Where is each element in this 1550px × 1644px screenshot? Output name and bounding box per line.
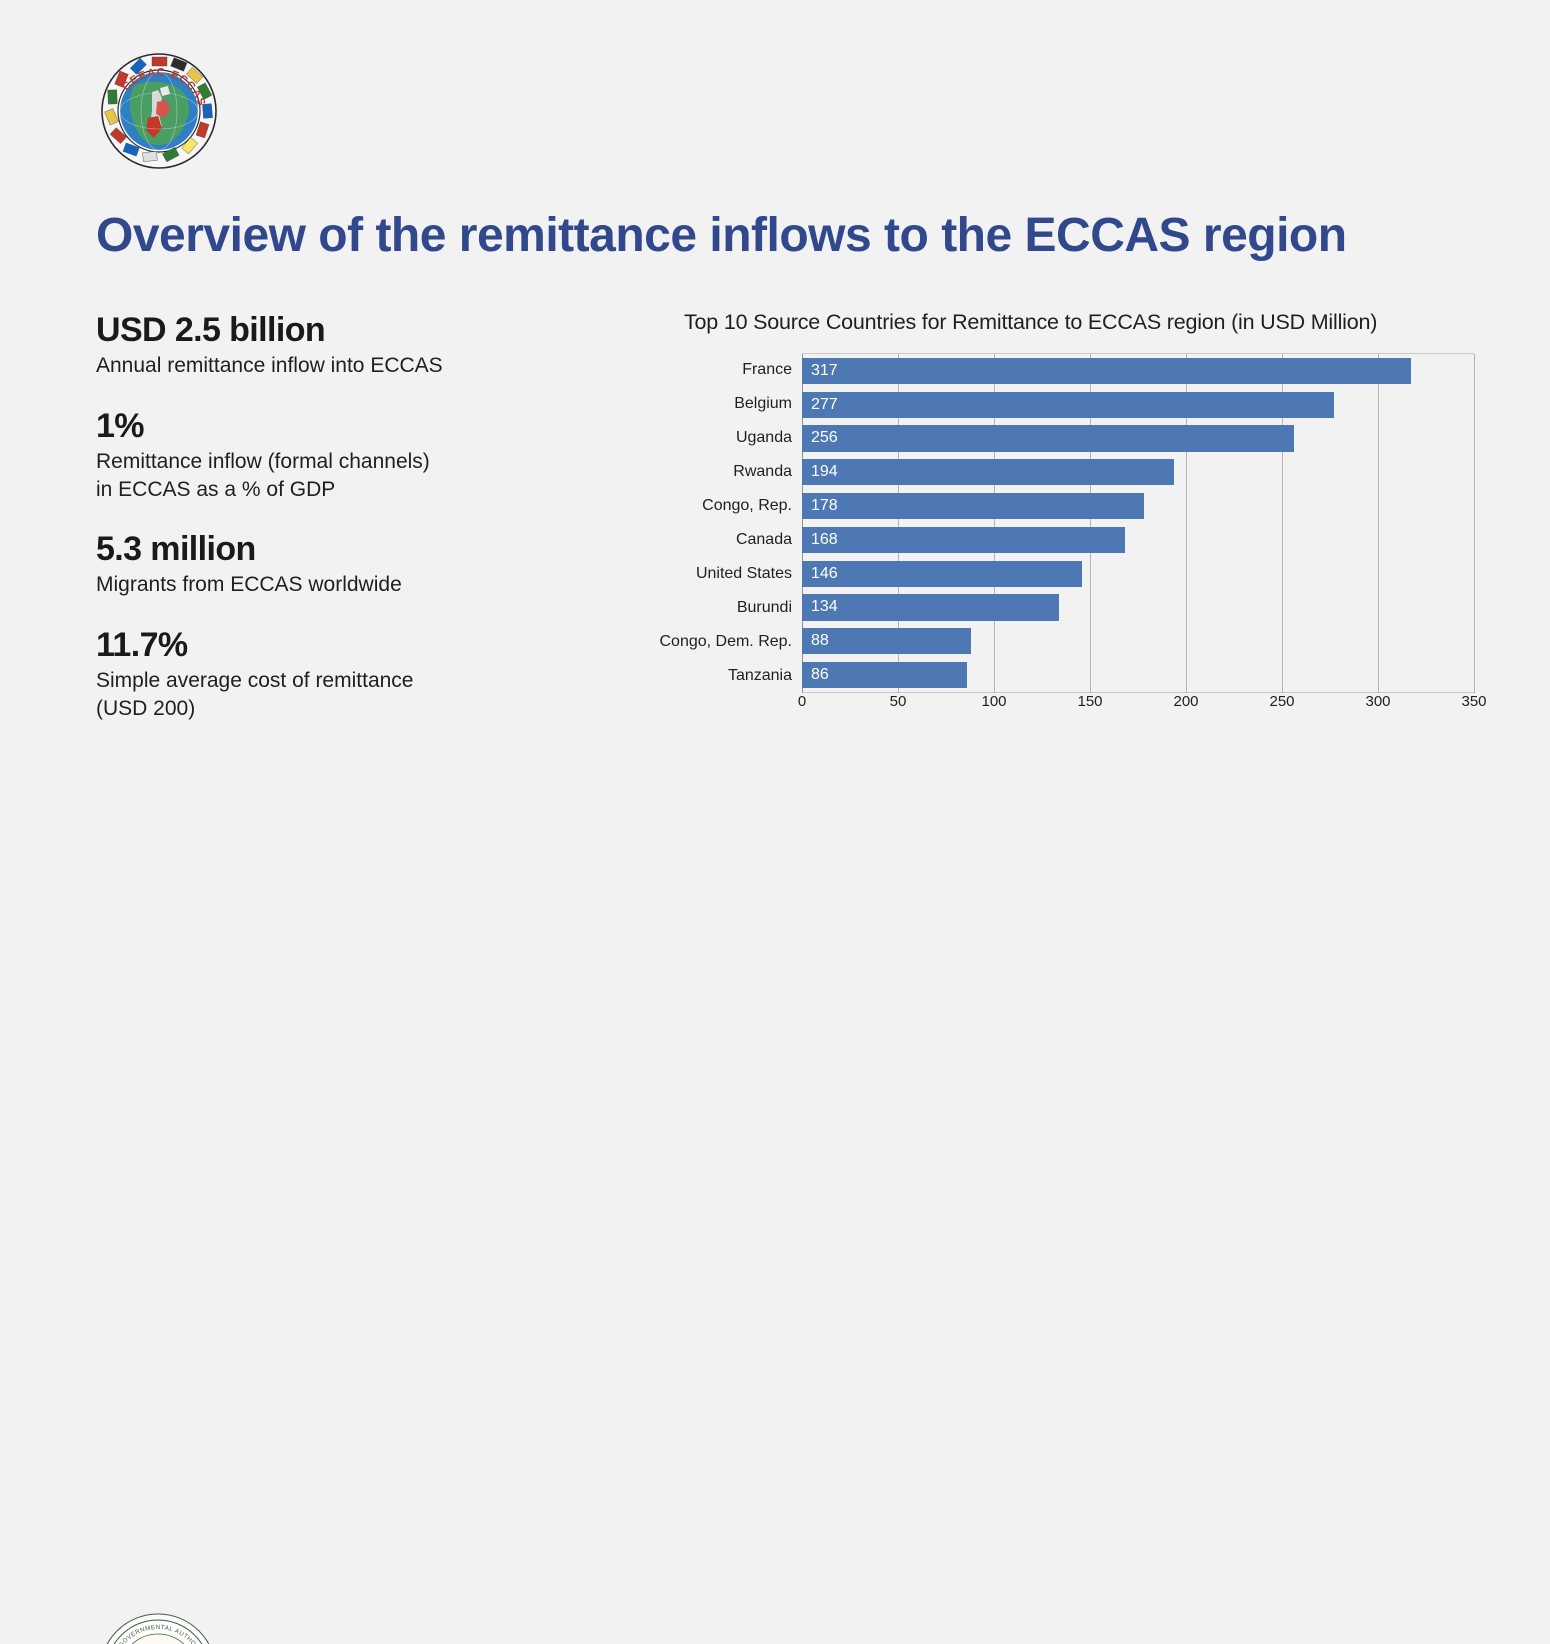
stat-value: 1%	[96, 406, 145, 445]
bar-slot: 256	[802, 422, 1474, 456]
eccas-logo: CEEAC-ECCAS	[100, 52, 218, 170]
bar-value-label: 86	[811, 666, 829, 684]
gridline	[802, 354, 803, 692]
bar[interactable]: 134	[802, 594, 1060, 621]
category-axis: France Belgium Uganda Rwanda Congo, Rep. Cana…	[659, 353, 802, 693]
bar-value-label: 146	[811, 564, 838, 582]
category-label: France	[742, 361, 792, 378]
bar-slot: 178	[802, 489, 1474, 523]
bar[interactable]: 317	[802, 357, 1411, 385]
gridline	[898, 354, 899, 692]
igad-section: IGAD INTERGOVERNMENTAL AUTHORITY ON DEVE…	[0, 800, 1550, 1644]
eccas-stats-column: USD 2.5 billion Annual remittance inflow…	[96, 310, 636, 723]
bar-slot: 194	[802, 455, 1474, 489]
category-label: Canada	[735, 531, 792, 548]
bar-value-label: 277	[811, 395, 838, 413]
stat-description: Simple average cost of remittance (USD 2…	[96, 669, 414, 721]
bar[interactable]: 168	[802, 526, 1125, 554]
bar[interactable]: 86	[802, 661, 968, 689]
bar-slot: 317	[802, 354, 1474, 388]
gridline	[1090, 354, 1091, 692]
bar-value-label: 194	[811, 463, 838, 481]
bar-value-label: 178	[811, 497, 838, 515]
category-label: Belgium	[734, 395, 792, 412]
page-title-eccas: Overview of the remittance inflows to th…	[96, 209, 1347, 262]
tick-label: 100	[981, 693, 1007, 710]
stat-value: 11.7%	[96, 626, 188, 665]
eccas-section: CEEAC-ECCAS Overview of the remittance i…	[0, 0, 1550, 800]
category-label: Rwanda	[733, 463, 792, 480]
bar[interactable]: 277	[802, 391, 1334, 418]
category-label: Burundi	[736, 599, 792, 616]
stat-value: 5.3 million	[96, 530, 256, 569]
bar-value-label: 88	[811, 632, 829, 650]
tick-label: 200	[1173, 693, 1199, 710]
tick-label: 250	[1269, 693, 1295, 710]
bar-slot: 134	[802, 591, 1474, 625]
category-label: Congo, Dem. Rep.	[659, 633, 792, 650]
bar[interactable]: 88	[802, 628, 971, 655]
stat-block: 5.3 million Migrants from ECCAS worldwid…	[96, 529, 636, 599]
tick-label: 350	[1461, 693, 1487, 710]
category-label: Tanzania	[727, 667, 792, 684]
category-label: Uganda	[735, 429, 792, 446]
gridline	[1282, 354, 1283, 692]
bars-container: 317 277 256 194 178 168 146 134 88 86	[802, 354, 1474, 692]
igad-logo-icon: IGAD INTERGOVERNMENTAL AUTHORITY ON DEVE…	[95, 1607, 210, 1644]
stat-value: USD 2.5 billion	[96, 311, 326, 349]
stat-block: 11.7% Simple average cost of remittance …	[96, 625, 636, 723]
bar-value-label: 317	[811, 361, 838, 379]
stat-block: USD 2.5 billion Annual remittance inflow…	[96, 310, 636, 380]
bar-slot: 86	[802, 658, 1474, 692]
igad-logo: IGAD INTERGOVERNMENTAL AUTHORITY ON DEVE…	[95, 1607, 218, 1644]
category-label: Congo, Rep.	[702, 497, 792, 514]
bar-value-label: 256	[811, 429, 838, 447]
gridline	[994, 354, 995, 692]
bar[interactable]: 146	[802, 560, 1083, 587]
stat-description: Migrants from ECCAS worldwide	[96, 573, 402, 597]
bar[interactable]: 178	[802, 492, 1144, 520]
value-axis: 0 50 100 150 200 250 300 350	[798, 688, 1487, 723]
stat-block: 1% Remittance inflow (formal channels) i…	[96, 406, 636, 504]
chart-title: Top 10 Source Countries for Remittance t…	[684, 310, 1378, 334]
bar-slot: 146	[802, 557, 1474, 591]
eccas-logo-icon: CEEAC-ECCAS	[101, 53, 217, 169]
gridline	[1378, 354, 1379, 692]
chart-plot-row: France Belgium Uganda Rwanda Congo, Rep. Cana…	[659, 353, 1475, 693]
tick-label: 0	[797, 693, 807, 710]
category-label: United States	[695, 565, 792, 582]
tick-label: 50	[889, 693, 907, 710]
gridline	[1186, 354, 1187, 692]
bar[interactable]: 256	[802, 425, 1294, 452]
bar-slot: 168	[802, 523, 1474, 557]
bar-value-label: 168	[811, 530, 838, 548]
stat-description: Remittance inflow (formal channels) in E…	[96, 449, 430, 501]
bar-slot: 277	[802, 388, 1474, 422]
bar-slot: 88	[802, 624, 1474, 658]
bar-value-label: 134	[811, 598, 838, 616]
plot-area: 317 277 256 194 178 168 146 134 88 86	[802, 353, 1475, 693]
eccas-bar-chart: Top 10 Source Countries for Remittance t…	[659, 310, 1487, 723]
bar[interactable]: 194	[802, 459, 1175, 486]
stat-description: Annual remittance inflow into ECCAS	[96, 354, 443, 378]
tick-label: 300	[1365, 693, 1391, 710]
gridline	[1474, 354, 1475, 692]
tick-label: 150	[1077, 693, 1103, 710]
